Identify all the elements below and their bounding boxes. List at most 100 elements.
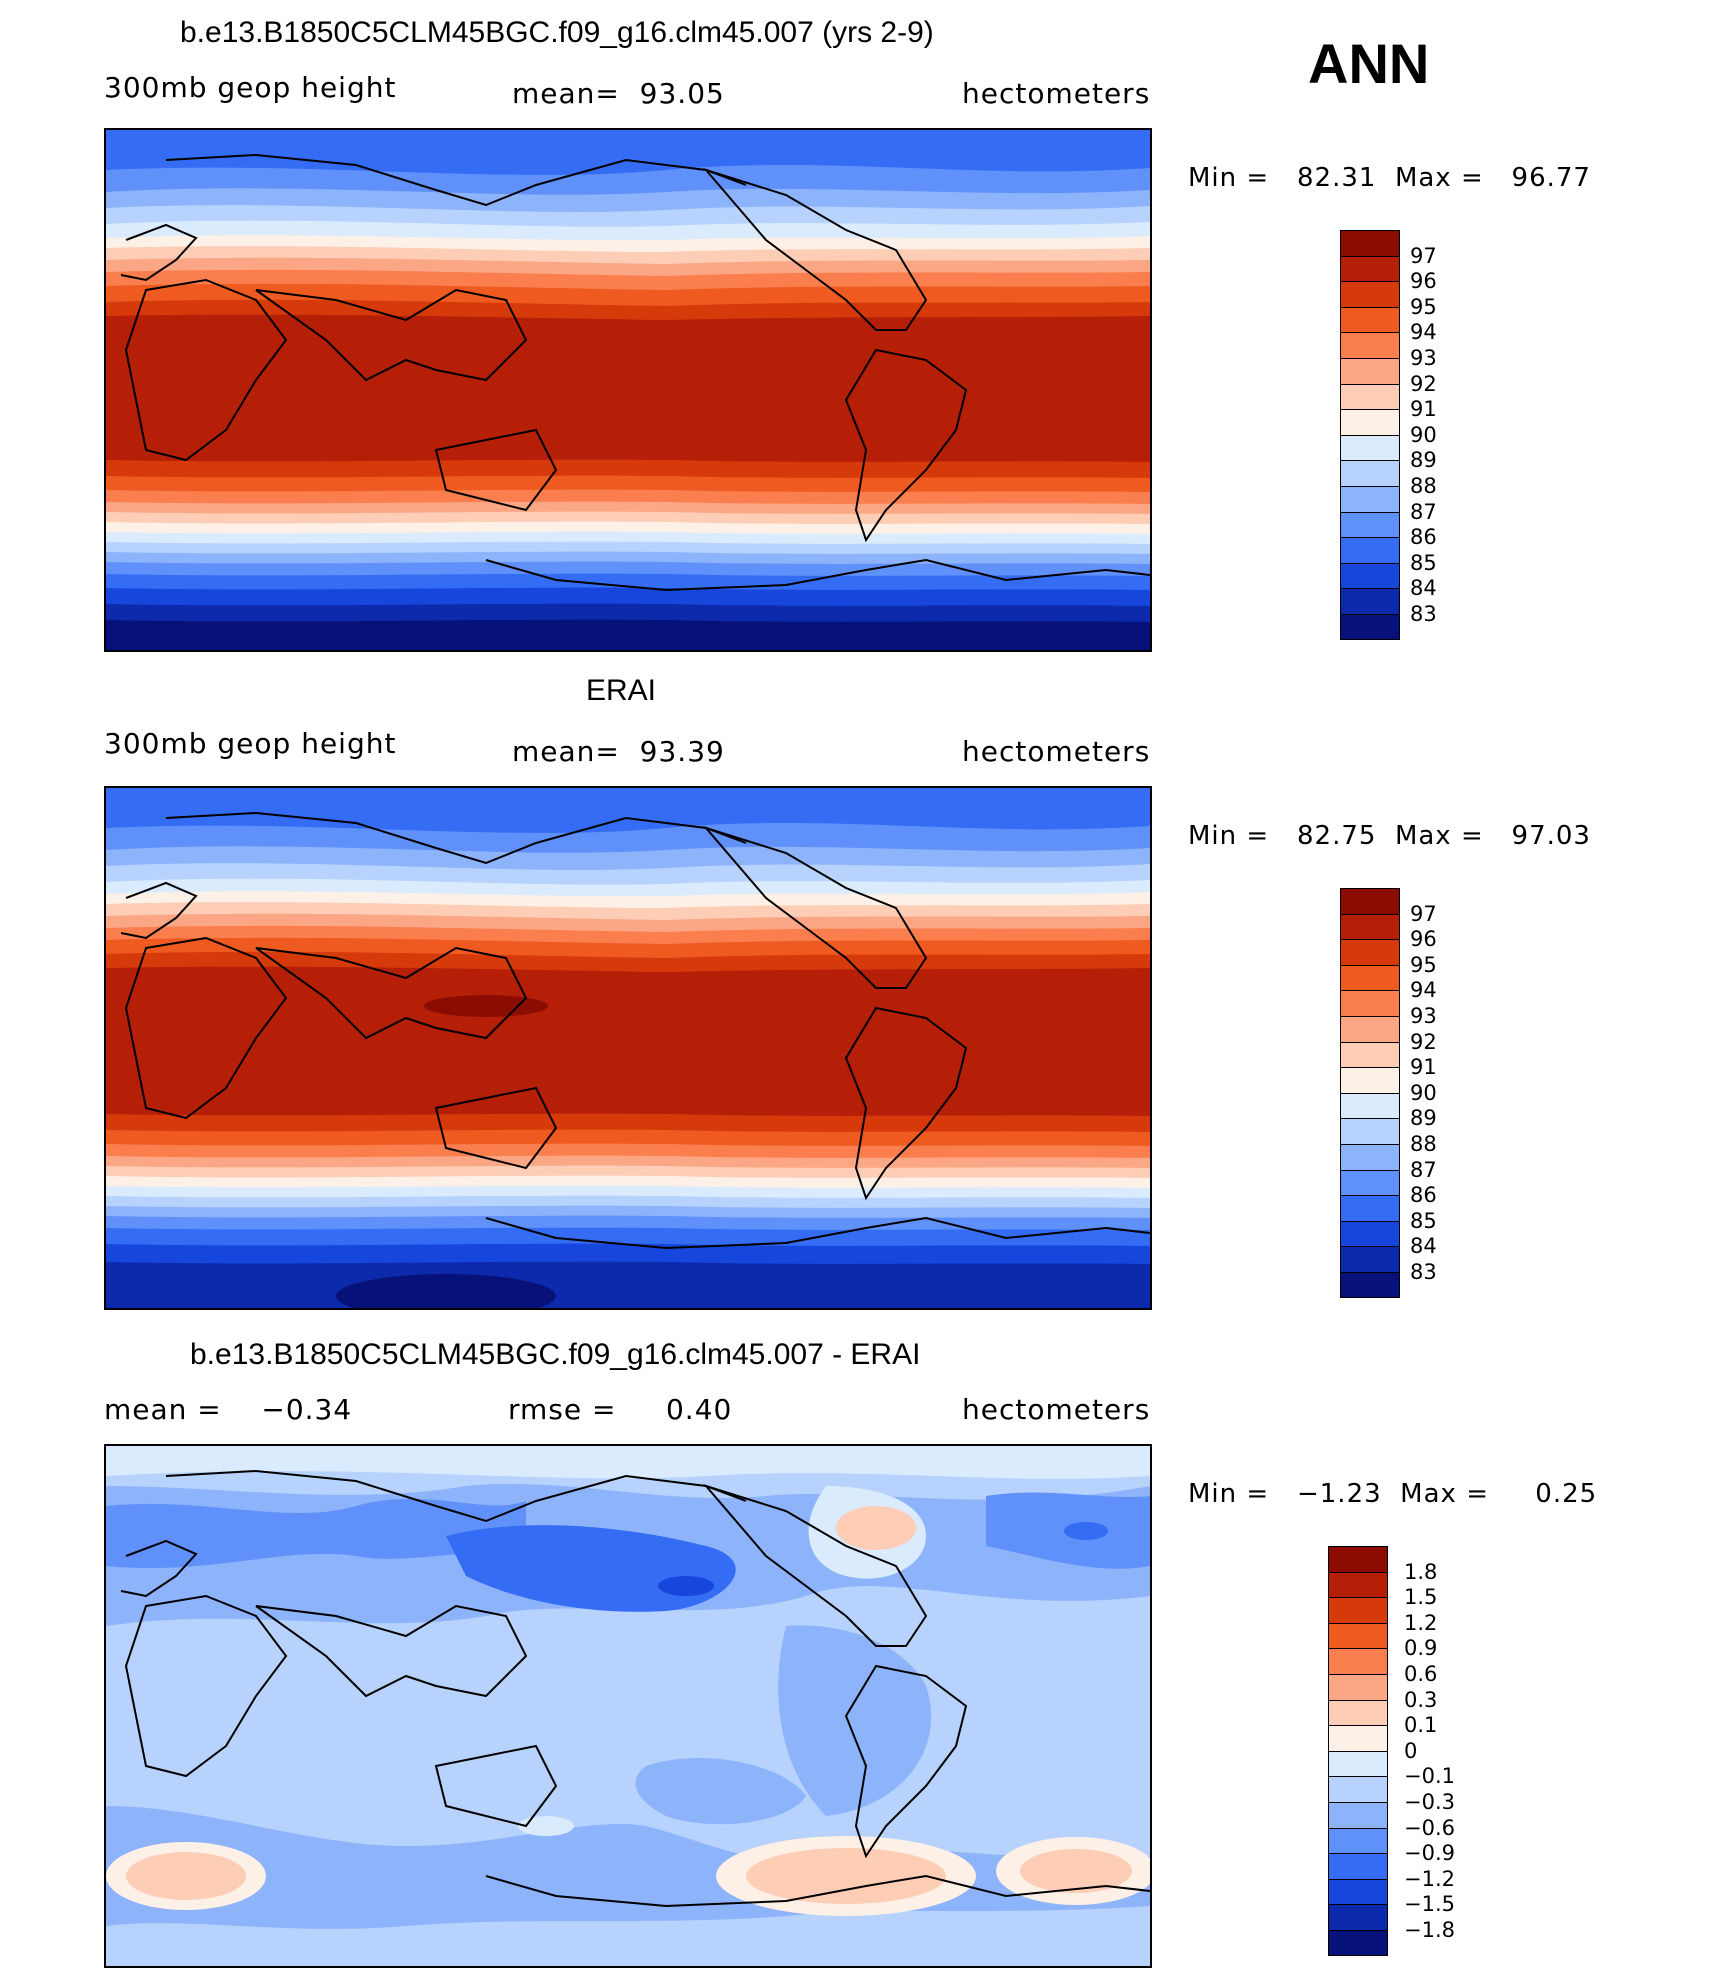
colorbar-swatch [1340, 485, 1400, 512]
colorbar-swatch [1340, 1143, 1400, 1170]
colorbar-swatch [1328, 1673, 1388, 1700]
colorbar-swatch [1328, 1648, 1388, 1674]
colorbar-tick-label: 89 [1410, 448, 1437, 473]
colorbar-swatch [1340, 383, 1400, 410]
colorbar-tick-label: −0.6 [1404, 1815, 1455, 1840]
colorbar-tick-label: 92 [1410, 371, 1437, 396]
colorbar-tick-label: −0.3 [1404, 1790, 1455, 1814]
panel-2-units-label: hectometers [962, 735, 1151, 768]
colorbar-swatch [1328, 1878, 1388, 1905]
colorbar-tick-label: 83 [1410, 1260, 1437, 1284]
colorbar-tick-label: 89 [1410, 1106, 1437, 1131]
colorbar-swatch [1340, 460, 1400, 486]
panel-1-variable-label: 300mb geop height [104, 71, 397, 104]
colorbar-tick-label: 96 [1410, 269, 1437, 294]
colorbar-tick-label: 97 [1410, 243, 1437, 268]
colorbar-swatch [1340, 1092, 1400, 1119]
panel-2-colorbar [1340, 888, 1400, 1298]
panel-3-title: b.e13.B1850C5CLM45BGC.f09_g16.clm45.007 … [190, 1338, 921, 1371]
colorbar-tick-label: 85 [1410, 1208, 1437, 1233]
panel-1-map [104, 128, 1152, 652]
colorbar-swatch [1340, 1246, 1400, 1272]
colorbar-tick-label: 94 [1410, 978, 1437, 1003]
colorbar-swatch [1340, 1041, 1400, 1068]
colorbar-swatch [1340, 332, 1400, 358]
colorbar-swatch [1340, 1220, 1400, 1247]
colorbar-tick-label: 91 [1410, 1055, 1437, 1080]
colorbar-swatch [1340, 1118, 1400, 1144]
colorbar-tick-label: 92 [1410, 1029, 1437, 1054]
colorbar-swatch [1340, 588, 1400, 614]
colorbar-swatch [1340, 1015, 1400, 1042]
panel-2-min-max-label: Min = 82.75 Max = 97.03 [1188, 821, 1591, 851]
panel-1-mean-label: mean= 93.05 [512, 77, 725, 110]
colorbar-swatch [1328, 1776, 1388, 1802]
colorbar-tick-label: 94 [1410, 320, 1437, 345]
colorbar-swatch [1328, 1853, 1388, 1879]
colorbar-tick-label: 88 [1410, 474, 1437, 498]
colorbar-tick-label: −1.8 [1404, 1918, 1455, 1942]
colorbar-swatch [1340, 281, 1400, 307]
colorbar-swatch [1340, 990, 1400, 1016]
colorbar-swatch [1340, 888, 1400, 914]
colorbar-swatch [1328, 1750, 1388, 1777]
colorbar-swatch [1340, 964, 1400, 991]
colorbar-tick-label: 0.9 [1404, 1636, 1438, 1661]
colorbar-swatch [1340, 255, 1400, 282]
colorbar-tick-label: 0.3 [1404, 1687, 1438, 1712]
colorbar-swatch [1340, 357, 1400, 384]
colorbar-tick-label: 1.8 [1404, 1559, 1438, 1584]
panel-1-min-max-label: Min = 82.31 Max = 96.77 [1188, 163, 1591, 193]
colorbar-swatch [1340, 913, 1400, 940]
panel-3-contour-field [106, 1446, 1150, 1966]
panel-2-title: ERAI [586, 674, 657, 707]
colorbar-swatch [1340, 434, 1400, 461]
colorbar-swatch [1328, 1827, 1388, 1854]
colorbar-tick-label: 90 [1410, 422, 1437, 447]
colorbar-tick-label: 0.1 [1404, 1713, 1438, 1738]
panel-2-contour-field [106, 788, 1150, 1308]
colorbar-tick-label: 85 [1410, 550, 1437, 575]
colorbar-tick-label: 93 [1410, 1004, 1437, 1028]
panel-3-map [104, 1444, 1152, 1968]
colorbar-tick-label: −0.9 [1404, 1841, 1455, 1866]
colorbar-swatch [1328, 1597, 1388, 1623]
colorbar-tick-label: −1.2 [1404, 1866, 1455, 1891]
colorbar-tick-label: −0.1 [1404, 1764, 1455, 1789]
colorbar-tick-label: 1.5 [1404, 1585, 1438, 1610]
colorbar-swatch [1328, 1904, 1388, 1930]
colorbar-swatch [1328, 1801, 1388, 1828]
colorbar-tick-label: 95 [1410, 294, 1437, 319]
colorbar-tick-label: 87 [1410, 1157, 1437, 1182]
colorbar-tick-label: 86 [1410, 525, 1437, 550]
colorbar-tick-label: 95 [1410, 952, 1437, 977]
colorbar-swatch [1328, 1546, 1388, 1572]
colorbar-swatch [1340, 1169, 1400, 1196]
colorbar-tick-label: 91 [1410, 397, 1437, 422]
colorbar-tick-label: 84 [1410, 1234, 1437, 1259]
colorbar-swatch [1328, 1622, 1388, 1649]
colorbar-swatch [1328, 1699, 1388, 1726]
panel-3-min-max-label: Min = −1.23 Max = 0.25 [1188, 1479, 1598, 1509]
colorbar-swatch [1340, 306, 1400, 333]
colorbar-swatch [1340, 1195, 1400, 1221]
colorbar-tick-label: 88 [1410, 1132, 1437, 1156]
colorbar-tick-label: 86 [1410, 1183, 1437, 1208]
colorbar-tick-label: 96 [1410, 927, 1437, 952]
colorbar-tick-label: 97 [1410, 901, 1437, 926]
colorbar-swatch [1340, 409, 1400, 435]
panel-2-mean-label: mean= 93.39 [512, 735, 725, 768]
colorbar-swatch [1340, 511, 1400, 538]
colorbar-swatch [1340, 562, 1400, 589]
season-label: ANN [1308, 32, 1430, 95]
colorbar-swatch [1340, 939, 1400, 965]
colorbar-tick-label: 0.6 [1404, 1662, 1438, 1686]
panel-3-colorbar [1328, 1546, 1388, 1956]
colorbar-tick-label: 93 [1410, 346, 1437, 370]
colorbar-tick-label: 1.2 [1404, 1610, 1438, 1635]
colorbar-tick-label: 90 [1410, 1080, 1437, 1105]
colorbar-swatch [1328, 1571, 1388, 1598]
panel-3-rmse-label: rmse = 0.40 [508, 1393, 733, 1426]
panel-3-mean-label: mean = −0.34 [104, 1393, 353, 1426]
colorbar-tick-label: 0 [1404, 1738, 1418, 1763]
